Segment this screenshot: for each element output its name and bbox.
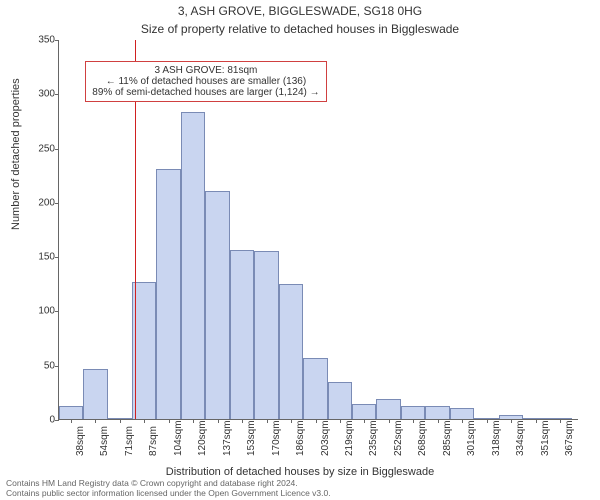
histogram-bar — [83, 369, 107, 419]
x-tick-label: 235sqm — [368, 420, 379, 456]
x-tick-mark — [364, 419, 365, 423]
x-tick-mark — [413, 419, 414, 423]
x-tick-mark — [316, 419, 317, 423]
histogram-bar — [181, 112, 205, 419]
x-tick-mark — [511, 419, 512, 423]
y-tick-label: 100 — [21, 306, 55, 317]
attribution-text: Contains HM Land Registry data © Crown c… — [6, 478, 594, 498]
annotation-line: ← 11% of detached houses are smaller (13… — [92, 76, 319, 87]
y-tick-label: 300 — [21, 89, 55, 100]
y-tick-mark — [55, 257, 59, 258]
x-tick-label: 170sqm — [271, 420, 282, 456]
histogram-bar — [303, 358, 327, 419]
histogram-bar — [328, 382, 352, 419]
histogram-bar — [254, 251, 278, 419]
x-tick-label: 367sqm — [564, 420, 575, 456]
y-tick-mark — [55, 366, 59, 367]
x-tick-label: 186sqm — [295, 420, 306, 456]
x-tick-mark — [291, 419, 292, 423]
y-tick-mark — [55, 203, 59, 204]
x-tick-mark — [267, 419, 268, 423]
x-tick-label: 334sqm — [515, 420, 526, 456]
x-tick-label: 203sqm — [320, 420, 331, 456]
y-tick-label: 350 — [21, 35, 55, 46]
histogram-bar — [352, 404, 376, 419]
annotation-line: 89% of semi-detached houses are larger (… — [92, 87, 319, 98]
x-tick-label: 301sqm — [466, 420, 477, 456]
x-tick-mark — [536, 419, 537, 423]
chart-title: Size of property relative to detached ho… — [0, 22, 600, 36]
y-tick-mark — [55, 94, 59, 95]
x-tick-mark — [389, 419, 390, 423]
histogram-bar — [450, 408, 474, 419]
y-tick-label: 150 — [21, 252, 55, 263]
x-tick-mark — [560, 419, 561, 423]
x-tick-label: 120sqm — [197, 420, 208, 456]
histogram-bar — [59, 406, 83, 419]
x-tick-label: 54sqm — [99, 426, 110, 456]
y-tick-mark — [55, 420, 59, 421]
histogram-bar — [279, 284, 303, 419]
y-tick-label: 250 — [21, 143, 55, 154]
y-tick-label: 200 — [21, 197, 55, 208]
x-tick-label: 87sqm — [148, 426, 159, 456]
attribution-line: Contains public sector information licen… — [6, 488, 594, 498]
x-tick-label: 219sqm — [344, 420, 355, 456]
x-tick-mark — [218, 419, 219, 423]
chart-suptitle: 3, ASH GROVE, BIGGLESWADE, SG18 0HG — [0, 4, 600, 18]
x-tick-mark — [340, 419, 341, 423]
plot-area: 05010015020025030035038sqm54sqm71sqm87sq… — [58, 40, 578, 420]
x-tick-mark — [242, 419, 243, 423]
y-tick-label: 50 — [21, 360, 55, 371]
x-tick-mark — [487, 419, 488, 423]
histogram-bar — [230, 250, 254, 419]
x-tick-mark — [71, 419, 72, 423]
x-tick-label: 137sqm — [222, 420, 233, 456]
x-tick-mark — [144, 419, 145, 423]
histogram-bar — [376, 399, 400, 419]
histogram-bar — [156, 169, 180, 419]
x-tick-label: 318sqm — [491, 420, 502, 456]
annotation-box: 3 ASH GROVE: 81sqm← 11% of detached hous… — [85, 61, 326, 102]
x-tick-label: 104sqm — [173, 420, 184, 456]
x-tick-mark — [95, 419, 96, 423]
x-tick-label: 153sqm — [246, 420, 257, 456]
attribution-line: Contains HM Land Registry data © Crown c… — [6, 478, 594, 488]
x-tick-mark — [120, 419, 121, 423]
x-tick-label: 38sqm — [75, 426, 86, 456]
x-tick-label: 285sqm — [442, 420, 453, 456]
x-tick-label: 252sqm — [393, 420, 404, 456]
x-tick-label: 268sqm — [417, 420, 428, 456]
histogram-bar — [205, 191, 229, 419]
histogram-bar — [425, 406, 449, 419]
x-tick-mark — [193, 419, 194, 423]
y-tick-label: 0 — [21, 415, 55, 426]
histogram-bar — [401, 406, 425, 419]
x-tick-mark — [438, 419, 439, 423]
y-tick-mark — [55, 149, 59, 150]
annotation-line: 3 ASH GROVE: 81sqm — [92, 65, 319, 76]
y-tick-mark — [55, 40, 59, 41]
x-tick-mark — [462, 419, 463, 423]
x-tick-label: 351sqm — [540, 420, 551, 456]
chart-container: 3, ASH GROVE, BIGGLESWADE, SG18 0HG Size… — [0, 0, 600, 500]
x-tick-label: 71sqm — [124, 426, 135, 456]
y-tick-mark — [55, 311, 59, 312]
x-tick-mark — [169, 419, 170, 423]
x-axis-label: Distribution of detached houses by size … — [0, 466, 600, 478]
